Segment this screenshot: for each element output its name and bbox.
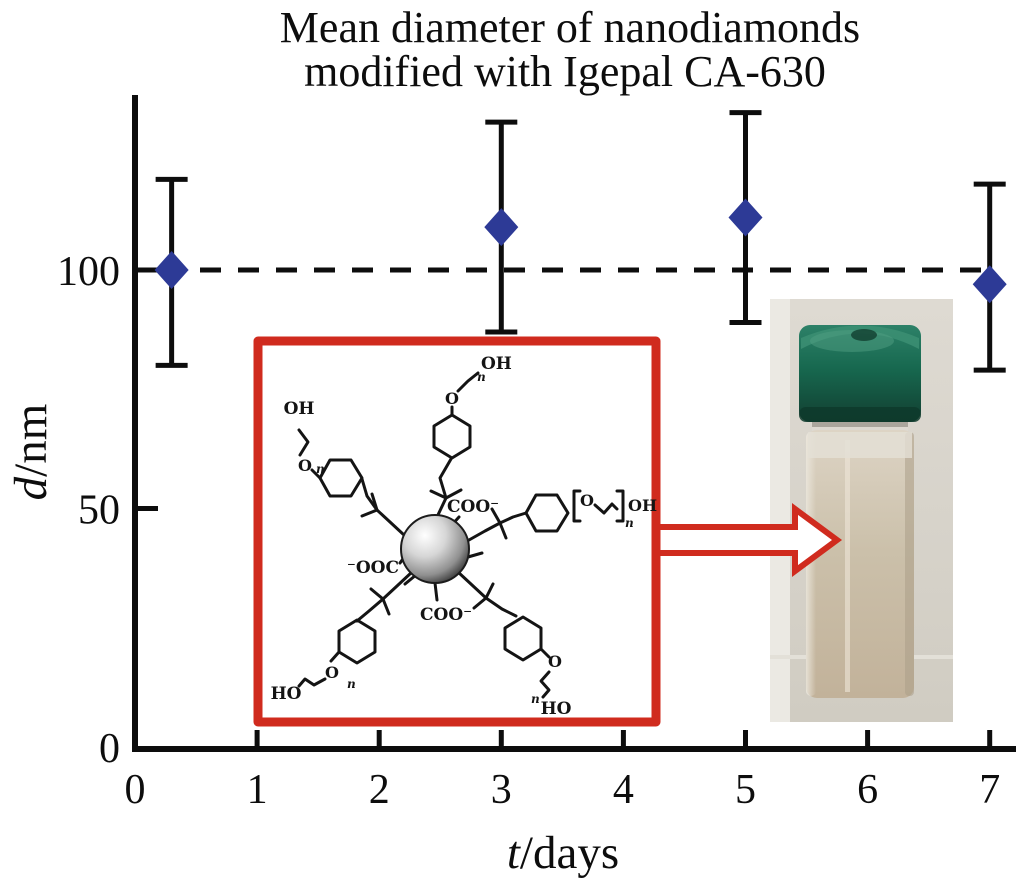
- x-tick-label: 2: [369, 767, 390, 813]
- nanodiamond-sphere: [400, 514, 470, 584]
- molecule-label-o-top: O: [445, 389, 459, 408]
- y-axis-title-symbol: d: [5, 476, 57, 500]
- molecule-label-n-top: n: [477, 370, 486, 384]
- data-point-diamond: [154, 251, 189, 289]
- vial-center-reflection: [845, 440, 850, 692]
- vial-liquid-body: [806, 430, 914, 698]
- molecule-label-coo-bottom: COO⁻: [420, 605, 472, 625]
- y-tick-label: 50: [78, 488, 120, 534]
- y-tick-label: 0: [99, 726, 120, 772]
- molecule-label-n-left: n: [316, 462, 325, 476]
- x-tick-label: 5: [735, 767, 756, 813]
- molecule-label-o-bottom-left: O: [325, 663, 339, 682]
- molecule-label-o-right: O: [580, 491, 594, 510]
- x-tick-label: 3: [491, 767, 512, 813]
- data-point-diamond: [972, 265, 1007, 304]
- vial-cap-bottom-rim: [799, 407, 921, 422]
- molecule-label-n-bottom-right: n: [531, 692, 540, 706]
- photo-left-light-strip: [770, 299, 790, 722]
- y-axis-title-unit: /nm: [5, 404, 57, 477]
- data-point-diamond: [484, 208, 519, 247]
- vial-glass-right-shade: [905, 432, 914, 696]
- data-series: [154, 110, 1007, 373]
- molecule-label-n-right: n: [625, 516, 634, 530]
- molecule-label-ho-bottom-left: HO: [271, 684, 302, 704]
- vial-cap-top-curve: [801, 325, 919, 349]
- vial-air-gap: [808, 432, 912, 458]
- molecule-label-ho-bottom-right: HO: [541, 699, 572, 719]
- chart-title-line1: Mean diameter of nanodiamonds: [280, 3, 860, 52]
- vial-cap-top-mark: [851, 329, 877, 341]
- molecule-label-oh-right: OH: [628, 496, 657, 515]
- chart-title-line2: modified with Igepal CA-630: [304, 47, 826, 96]
- molecule-label-o-bottom-right: O: [548, 652, 562, 671]
- molecule-label-coo-top: COO⁻: [447, 497, 499, 517]
- x-tick-label: 7: [979, 767, 1000, 813]
- vial-glass-left-highlight: [806, 432, 816, 696]
- molecule-label-ooc-left: ⁻OOC: [347, 558, 399, 578]
- molecule-bonds: [297, 371, 625, 699]
- molecule-label-oh-left: OH: [284, 399, 315, 419]
- x-tick-label: 0: [125, 767, 146, 813]
- vial-collar-shadow: [812, 418, 908, 427]
- x-axis-title-symbol: t: [507, 827, 521, 879]
- x-axis-title: t/days: [507, 827, 619, 879]
- x-tick-label: 4: [613, 767, 634, 813]
- x-axis-title-unit: /days: [520, 827, 619, 879]
- y-tick-label: 100: [57, 249, 120, 295]
- x-tick-label: 6: [857, 767, 878, 813]
- data-point-diamond: [728, 198, 763, 237]
- molecule-label-oh-top: OH: [481, 354, 512, 374]
- molecule-inset: OH n O OH O n COO⁻ ⁻OOC COO⁻ O n OH O n …: [253, 336, 661, 727]
- arrow-right-icon: [649, 503, 843, 577]
- molecule-label-n-bottom-left: n: [347, 677, 356, 691]
- molecule-label-o-left: O: [298, 456, 312, 475]
- x-tick-label: 1: [247, 767, 268, 813]
- axis-ticks: 0 1 2 3 4 5 6 7 0 50 100: [57, 249, 1000, 813]
- y-axis-title: d/nm: [5, 404, 57, 501]
